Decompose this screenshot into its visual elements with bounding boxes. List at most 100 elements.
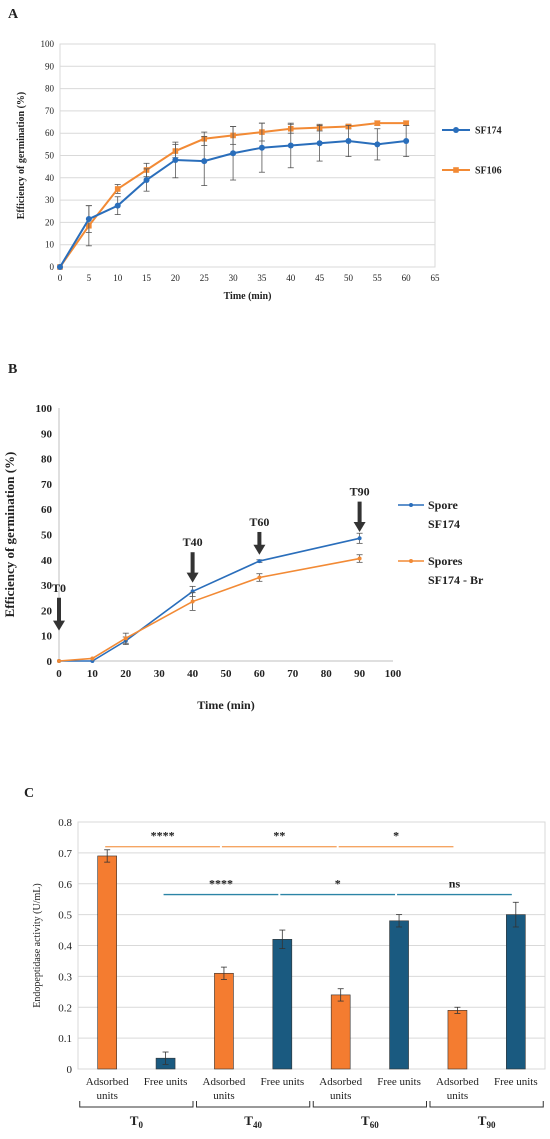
y-tick-label-c: 0.8 bbox=[58, 817, 72, 829]
data-point-spores-sf174-br bbox=[123, 636, 128, 641]
data-point-sf174 bbox=[258, 144, 265, 151]
bar-t90-free bbox=[506, 914, 526, 1070]
legend-label-spore-sf174: SF174 bbox=[428, 517, 460, 531]
x-tick-label-a: 20 bbox=[171, 273, 181, 283]
y-tick-label-b: 0 bbox=[47, 656, 53, 668]
bar-t40-free bbox=[272, 939, 293, 1070]
x-tick-label-a: 40 bbox=[286, 273, 296, 283]
data-point-sf174 bbox=[287, 142, 294, 149]
y-tick-label-b: 10 bbox=[41, 631, 53, 643]
group-label-t0: T0 bbox=[130, 1113, 144, 1130]
x-tick-label-b: 0 bbox=[56, 668, 62, 680]
x-tick-label-b: 30 bbox=[154, 668, 166, 680]
bar-t40-adsorbed bbox=[214, 972, 234, 1070]
category-label: Free units bbox=[377, 1076, 421, 1088]
x-tick-label-b: 20 bbox=[120, 668, 132, 680]
legend-marker-sf106 bbox=[453, 167, 459, 173]
data-point-sf174 bbox=[403, 138, 410, 145]
x-tick-label-a: 25 bbox=[200, 273, 210, 283]
significance-label: * bbox=[335, 877, 341, 891]
series-line-spores-sf174-br bbox=[58, 557, 360, 662]
y-tick-label-a: 70 bbox=[45, 106, 55, 116]
group-bracket bbox=[312, 1101, 427, 1108]
data-point-sf174 bbox=[374, 141, 381, 148]
y-tick-label-b: 40 bbox=[41, 555, 53, 567]
data-point-sf174 bbox=[230, 150, 237, 157]
y-tick-label-c: 0.1 bbox=[58, 1033, 72, 1045]
panel-a: A 0 10 20 30 40 50 60 70 80 90 100 0 5 10 15 20 25 30 35 40… bbox=[8, 7, 502, 302]
data-point-sf174 bbox=[85, 216, 92, 223]
legend-marker-spores-sf174-br bbox=[409, 559, 413, 563]
annotation-label-t40: T40 bbox=[183, 535, 203, 549]
data-point-spores-sf174-br bbox=[357, 556, 362, 561]
annotation-label-t90: T90 bbox=[350, 485, 370, 499]
x-tick-label-a: 0 bbox=[58, 273, 63, 283]
annotation-arrow-head bbox=[186, 572, 199, 583]
data-point-sf174 bbox=[57, 264, 63, 270]
annotation-label-t0: T0 bbox=[52, 581, 66, 595]
bar-t0-adsorbed bbox=[97, 855, 117, 1070]
y-tick-label-a: 80 bbox=[45, 84, 55, 94]
x-tick-label-b: 90 bbox=[354, 668, 366, 680]
y-tick-label-b: 50 bbox=[41, 530, 53, 542]
x-tick-label-a: 55 bbox=[373, 273, 383, 283]
x-tick-label-b: 60 bbox=[254, 668, 266, 680]
panel-c: C 0 0.1 0.2 0.3 0.4 0.5 0.6 0.7 0.8 Endopeptidase… bbox=[24, 786, 546, 1130]
data-point-sf174 bbox=[143, 177, 150, 184]
data-point-spore-sf174 bbox=[357, 536, 362, 541]
significance-label: **** bbox=[151, 829, 175, 843]
annotation-arrow-head bbox=[53, 620, 65, 631]
x-tick-label-b: 50 bbox=[221, 668, 233, 680]
panel-b-chart: 0 10 20 30 40 50 60 70 80 90 100 0 10 20 30 40 50 60 70 80 9… bbox=[2, 403, 484, 712]
data-point-spores-sf174-br bbox=[257, 575, 262, 580]
y-tick-label-a: 20 bbox=[45, 217, 55, 227]
x-tick-label-a: 45 bbox=[315, 273, 325, 283]
category-label: Free units bbox=[260, 1076, 304, 1088]
group-bracket bbox=[79, 1101, 194, 1108]
group-bracket bbox=[429, 1101, 544, 1108]
data-point-spore-sf174 bbox=[257, 559, 262, 564]
group-bracket bbox=[196, 1101, 311, 1108]
panel-a-letter: A bbox=[8, 7, 19, 22]
significance-label: ns bbox=[449, 877, 461, 891]
y-tick-label-a: 10 bbox=[45, 240, 55, 250]
data-point-sf174 bbox=[172, 156, 179, 163]
x-tick-label-b: 40 bbox=[187, 668, 199, 680]
category-label: Adsorbed bbox=[319, 1076, 362, 1088]
y-tick-label-a: 100 bbox=[41, 39, 55, 49]
y-tick-label-b: 90 bbox=[41, 428, 53, 440]
y-tick-label-a: 60 bbox=[45, 128, 55, 138]
y-tick-label-c: 0.5 bbox=[58, 910, 72, 922]
legend-marker-spore-sf174 bbox=[409, 503, 413, 507]
category-label: Adsorbed bbox=[86, 1076, 129, 1088]
panel-b: B 0 10 20 30 40 50 60 70 80 90 100 0 10 20 30 40 50 60 70 8… bbox=[2, 362, 484, 712]
data-point-sf106 bbox=[374, 120, 381, 126]
x-axis-title-a: Time (min) bbox=[224, 291, 272, 302]
group-label-t90: T90 bbox=[478, 1113, 496, 1130]
group-label-t40: T40 bbox=[244, 1113, 262, 1130]
category-label: Adsorbed bbox=[203, 1076, 246, 1088]
x-tick-label-b: 100 bbox=[385, 668, 402, 680]
legend-label-sf106: SF106 bbox=[475, 166, 502, 177]
bar-t60-free bbox=[389, 920, 409, 1070]
x-tick-label-a: 5 bbox=[87, 273, 92, 283]
x-tick-label-a: 15 bbox=[142, 273, 152, 283]
legend-label-sf174: SF174 bbox=[475, 126, 502, 137]
panel-b-letter: B bbox=[8, 362, 17, 377]
y-tick-label-a: 30 bbox=[45, 195, 55, 205]
y-tick-label-a: 50 bbox=[45, 151, 55, 161]
x-tick-label-b: 70 bbox=[287, 668, 299, 680]
category-label: units bbox=[447, 1090, 468, 1102]
y-tick-label-a: 0 bbox=[50, 262, 55, 272]
bar-t60-adsorbed bbox=[330, 994, 351, 1070]
data-point-sf174 bbox=[345, 138, 352, 145]
x-tick-label-b: 80 bbox=[321, 668, 333, 680]
x-tick-label-a: 35 bbox=[257, 273, 267, 283]
category-label: Free units bbox=[144, 1076, 188, 1088]
data-point-sf174 bbox=[201, 158, 208, 165]
y-axis-title-c: Endopeptidase activity (U/mL) bbox=[32, 883, 43, 1007]
y-tick-label-c: 0.2 bbox=[58, 1002, 72, 1014]
legend-label-spores-sf174-br: Spores bbox=[428, 554, 463, 568]
y-tick-label-b: 80 bbox=[41, 454, 53, 466]
